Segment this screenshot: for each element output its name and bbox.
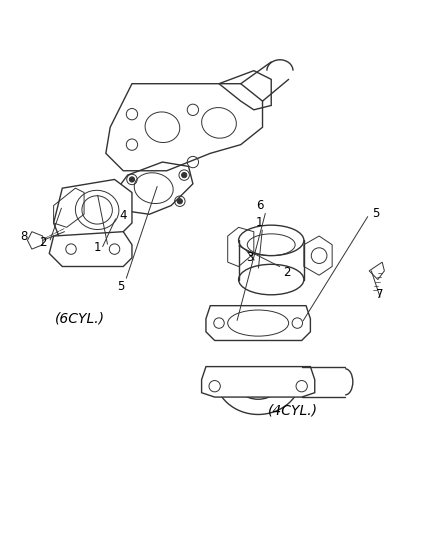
Circle shape xyxy=(177,199,183,204)
Text: 1: 1 xyxy=(256,216,263,230)
Polygon shape xyxy=(53,180,132,249)
Text: 2: 2 xyxy=(283,265,290,279)
Text: 5: 5 xyxy=(372,207,379,220)
Text: 5: 5 xyxy=(117,280,125,293)
Ellipse shape xyxy=(239,264,304,295)
Circle shape xyxy=(129,177,134,182)
Ellipse shape xyxy=(239,225,304,256)
Text: 6: 6 xyxy=(257,199,264,212)
Circle shape xyxy=(182,173,187,177)
Circle shape xyxy=(120,199,126,204)
Polygon shape xyxy=(201,367,315,397)
Text: (6CYL.): (6CYL.) xyxy=(55,312,105,326)
Text: 7: 7 xyxy=(376,288,384,301)
Text: 8: 8 xyxy=(20,230,28,243)
Polygon shape xyxy=(206,305,311,341)
Text: (4CYL.): (4CYL.) xyxy=(268,403,318,417)
Text: 3: 3 xyxy=(247,251,254,264)
Text: 1: 1 xyxy=(93,241,101,254)
Polygon shape xyxy=(49,232,132,266)
Text: 4: 4 xyxy=(120,209,127,222)
Text: 2: 2 xyxy=(39,237,46,249)
